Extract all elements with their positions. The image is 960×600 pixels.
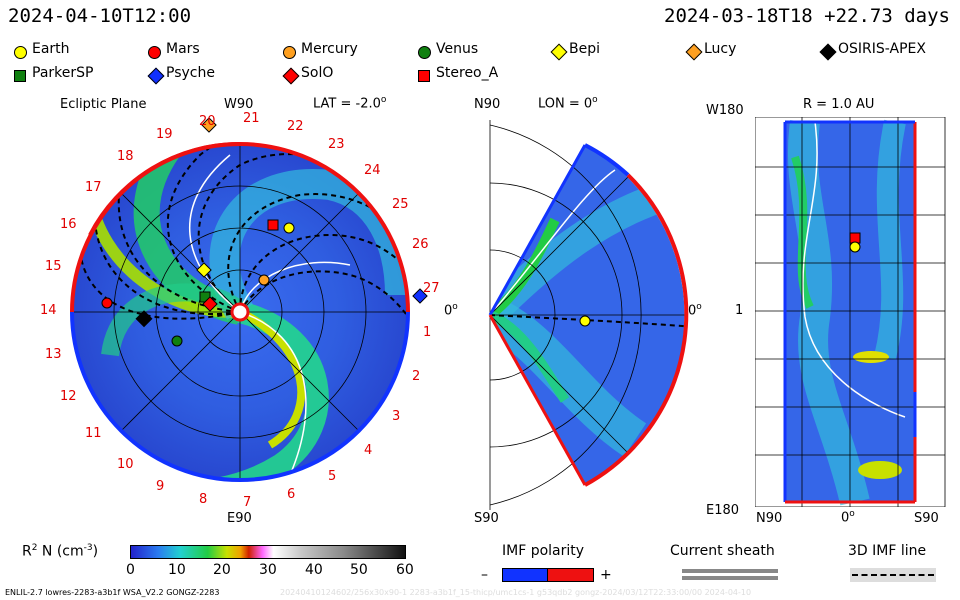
colorbar-tick: 30 — [259, 562, 277, 578]
rotation-label: 23 — [328, 137, 345, 152]
imf3d-title: 3D IMF line — [848, 543, 927, 559]
rotation-label: 4 — [364, 443, 373, 458]
start-time: 2024-03-18T18 +22.73 days — [664, 5, 950, 27]
rotation-label: 27 — [423, 281, 440, 296]
meridional-panel — [488, 120, 689, 510]
mars-marker-icon — [148, 46, 161, 59]
legend-label: Mars — [166, 41, 200, 57]
colorbar-tick: 10 — [168, 562, 186, 578]
rotation-label: 25 — [392, 197, 409, 212]
colorbar-tick: 20 — [213, 562, 231, 578]
w90-label: W90 — [224, 97, 254, 112]
colorbar-tick: 0 — [126, 562, 135, 578]
rotation-label: 26 — [412, 237, 429, 252]
venus-marker-icon — [418, 46, 431, 59]
map-n90-label: N90 — [756, 511, 783, 526]
legend-label: Stereo_A — [436, 65, 499, 81]
lat-label: LAT = -2.0o — [313, 95, 387, 112]
w180-label: W180 — [706, 103, 744, 118]
map-s90-label: S90 — [914, 511, 939, 526]
sheath-line-1 — [682, 569, 778, 573]
sheath-line-2 — [682, 576, 778, 580]
parkersp-marker-icon — [14, 70, 26, 82]
imf-polarity-title: IMF polarity — [502, 543, 585, 559]
imf3d-dash — [852, 574, 934, 576]
colorbar-label: R2 N (cm-3) — [22, 543, 99, 560]
imf-minus: – — [481, 567, 488, 583]
rotation-label: 15 — [45, 259, 62, 274]
legend-label: Lucy — [704, 41, 737, 57]
legend-label: OSIRIS-APEX — [838, 41, 926, 57]
earth-marker-icon — [14, 46, 27, 59]
current-sheath-title: Current sheath — [670, 543, 775, 559]
rotation-label: 3 — [392, 409, 401, 424]
density-colorbar — [130, 545, 406, 559]
legend-label: Venus — [436, 41, 479, 57]
bepi-marker-icon — [550, 43, 568, 61]
imf-plus: + — [600, 567, 612, 583]
rotation-label: 8 — [199, 492, 208, 507]
rotation-label: 24 — [364, 163, 381, 178]
rotation-label: 22 — [287, 119, 304, 134]
e90-label: E90 — [227, 511, 252, 526]
n90-label: N90 — [474, 97, 501, 112]
mercury-marker-icon — [283, 46, 296, 59]
legend-label: ParkerSP — [32, 65, 94, 81]
e180-label: E180 — [706, 503, 740, 518]
s90-label: S90 — [474, 511, 499, 526]
lucy-marker-icon — [685, 43, 703, 61]
rotation-label: 13 — [45, 347, 62, 362]
rotation-label: 19 — [156, 127, 173, 142]
rotation-label: 6 — [287, 487, 296, 502]
solo-marker-icon — [282, 67, 300, 85]
legend-label: SolO — [301, 65, 334, 81]
rotation-label: 21 — [243, 111, 260, 126]
rotation-label: 5 — [328, 469, 337, 484]
radius-label: R = 1.0 AU — [803, 97, 875, 112]
rotation-label: 18 — [117, 149, 134, 164]
rotation-label: 7 — [243, 495, 252, 510]
legend-label: Earth — [32, 41, 70, 57]
map-one-label: 1 — [735, 303, 744, 318]
legend-label: Psyche — [166, 65, 215, 81]
psyche-marker-icon — [147, 67, 165, 85]
rotation-label: 16 — [60, 217, 77, 232]
legend-label: Bepi — [569, 41, 600, 57]
panel2-zero-label: 0o — [688, 302, 702, 319]
sun-icon — [230, 302, 250, 322]
colorbar-tick: 60 — [396, 562, 414, 578]
rotation-label: 2 — [412, 369, 421, 384]
rotation-label: 1 — [423, 325, 432, 340]
imf-negative-swatch — [502, 568, 549, 582]
rotation-label: 17 — [85, 180, 102, 195]
ecliptic-title: Ecliptic Plane — [60, 97, 147, 112]
legend-label: Mercury — [301, 41, 358, 57]
current-time: 2024-04-10T12:00 — [8, 5, 192, 27]
spacecraft-positions — [101, 117, 428, 347]
ecliptic-plane-panel — [70, 117, 428, 482]
footer-model-info: ENLIL-2.7 lowres-2283-a3b1f WSA_V2.2 GON… — [5, 588, 220, 597]
r1au-map-panel — [755, 117, 946, 507]
rotation-label: 12 — [60, 389, 77, 404]
rotation-label: 14 — [40, 303, 57, 318]
map-zero-label: 0o — [841, 509, 855, 526]
osiris-apex-marker-icon — [819, 43, 837, 61]
rotation-label: 9 — [156, 479, 165, 494]
lon-label: LON = 0o — [538, 95, 598, 112]
stereo-a-marker-icon — [418, 70, 430, 82]
colorbar-tick: 40 — [305, 562, 323, 578]
rotation-label: 10 — [117, 457, 134, 472]
footer-run-info: 20240410124602/256x30x90-1 2283-a3b1f_15… — [280, 588, 752, 597]
imf-positive-swatch — [547, 568, 594, 582]
panel1-zero-label: 0o — [444, 302, 458, 319]
colorbar-tick: 50 — [350, 562, 368, 578]
rotation-label: 11 — [85, 426, 102, 441]
rotation-label: 20 — [199, 114, 216, 129]
